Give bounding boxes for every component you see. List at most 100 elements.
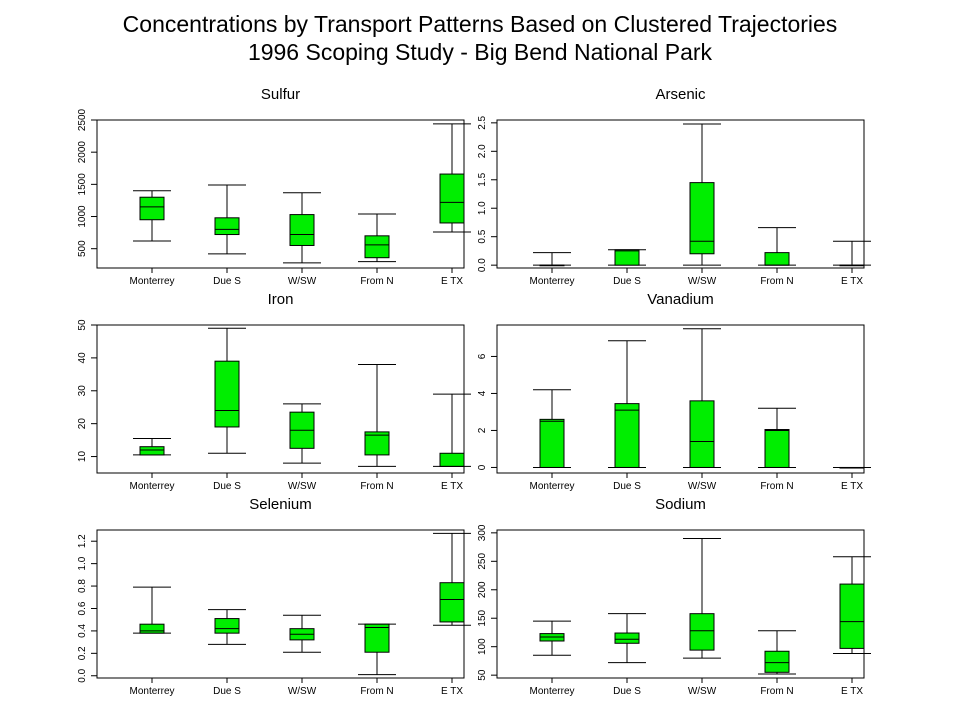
y-tick-label: 50 <box>77 319 88 331</box>
panel-title-arsenic: Arsenic <box>655 86 706 103</box>
y-tick-label: 4 <box>477 390 488 396</box>
x-tick-label: From N <box>760 481 793 492</box>
box-iqr <box>764 429 790 468</box>
y-tick-label: 40 <box>77 352 88 364</box>
y-tick-label: 30 <box>77 385 88 397</box>
box-iqr <box>689 613 715 651</box>
x-tick-label: Monterrey <box>129 686 174 697</box>
x-tick-label: W/SW <box>688 481 717 492</box>
x-tick-label: From N <box>760 276 793 287</box>
panel-iron: Iron 10 20 30 40 50 Monterrey Due S W/SW From N E … <box>77 291 471 492</box>
panel-vanadium: Vanadium 0 2 4 6 Monterrey Due S W/SW From N E TX <box>477 291 871 492</box>
box-iqr <box>214 217 240 236</box>
y-tick-label: 2500 <box>77 108 88 131</box>
plot-frame <box>96 324 465 474</box>
box-sulfur-3 <box>358 213 396 263</box>
box-arsenic-1 <box>608 249 646 266</box>
box-selenium-1 <box>208 609 246 645</box>
y-tick-label: 100 <box>477 638 488 655</box>
box-vanadium-3 <box>758 407 796 468</box>
y-tick-label: 6 <box>477 353 488 359</box>
x-tick-label: E TX <box>841 481 863 492</box>
x-tick-label: Monterrey <box>529 481 574 492</box>
y-tick-label: 50 <box>477 669 488 681</box>
box-iqr <box>439 582 465 623</box>
box-iqr <box>539 418 565 468</box>
panel-title-iron: Iron <box>268 291 294 308</box>
box-vanadium-4 <box>833 466 871 469</box>
x-tick-label: W/SW <box>288 686 317 697</box>
x-tick-label: W/SW <box>688 686 717 697</box>
y-tick-label: 1.2 <box>77 534 88 548</box>
box-sodium-2 <box>683 538 721 659</box>
y-tick-label: 0.5 <box>477 229 488 243</box>
y-tick-label: 1000 <box>77 205 88 228</box>
y-tick-label: 2.0 <box>477 144 488 158</box>
plot-frame <box>496 324 865 474</box>
box-sodium-1 <box>608 613 646 664</box>
box-iqr <box>689 400 715 468</box>
y-tick-label: 500 <box>77 240 88 257</box>
box-selenium-2 <box>283 614 321 653</box>
x-tick-label: Monterrey <box>129 276 174 287</box>
panel-title-selenium: Selenium <box>249 496 312 513</box>
x-tick-label: From N <box>360 276 393 287</box>
box-iqr <box>139 446 165 456</box>
y-tick-label: 200 <box>477 581 488 598</box>
panel-title-sodium: Sodium <box>655 496 706 513</box>
panel-sodium: Sodium 50 100 150 200 250 300 Monterrey Due S W/S… <box>477 496 871 697</box>
box-iqr <box>139 196 165 221</box>
box-sulfur-4 <box>433 123 471 233</box>
box-iron-3 <box>358 363 396 467</box>
y-tick-label: 0.6 <box>77 601 88 615</box>
box-selenium-3 <box>358 623 396 676</box>
box-iqr <box>614 403 640 468</box>
x-tick-label: E TX <box>841 686 863 697</box>
box-iqr <box>214 618 240 634</box>
box-vanadium-2 <box>683 328 721 468</box>
y-tick-label: 0.8 <box>77 579 88 593</box>
y-tick-label: 0 <box>477 464 488 470</box>
box-sulfur-2 <box>283 192 321 264</box>
y-tick-label: 2.5 <box>477 115 488 129</box>
box-iron-2 <box>283 403 321 464</box>
x-tick-label: Due S <box>213 686 241 697</box>
x-tick-label: Monterrey <box>129 481 174 492</box>
box-arsenic-2 <box>683 123 721 266</box>
x-tick-label: Due S <box>213 276 241 287</box>
y-tick-label: 0.2 <box>77 646 88 660</box>
x-tick-label: E TX <box>841 276 863 287</box>
box-iqr <box>439 173 465 224</box>
box-arsenic-3 <box>758 227 796 266</box>
x-tick-label: W/SW <box>688 276 717 287</box>
box-iqr <box>689 182 715 255</box>
x-tick-label: Due S <box>613 686 641 697</box>
box-iqr <box>839 583 865 649</box>
box-iron-0 <box>133 437 171 456</box>
box-iqr <box>364 235 390 259</box>
box-iqr <box>439 452 465 467</box>
plot-frame <box>496 119 865 269</box>
x-tick-label: From N <box>360 686 393 697</box>
y-tick-label: 2000 <box>77 141 88 164</box>
figure-title-line-1: Concentrations by Transport Patterns Bas… <box>122 11 838 37</box>
box-sulfur-0 <box>133 190 171 242</box>
box-iqr <box>364 623 390 653</box>
x-tick-label: W/SW <box>288 481 317 492</box>
box-iqr <box>364 431 390 456</box>
panel-title-vanadium: Vanadium <box>647 291 713 308</box>
box-sodium-3 <box>758 630 796 675</box>
x-tick-label: From N <box>360 481 393 492</box>
box-iqr <box>139 623 165 634</box>
box-selenium-0 <box>133 586 171 634</box>
x-tick-label: E TX <box>441 481 463 492</box>
x-tick-label: W/SW <box>288 276 317 287</box>
x-tick-label: From N <box>760 686 793 697</box>
box-selenium-4 <box>433 532 471 626</box>
box-vanadium-0 <box>533 389 571 468</box>
figure-title-line-2: 1996 Scoping Study - Big Bend National P… <box>247 39 713 65</box>
panel-title-sulfur: Sulfur <box>261 86 300 103</box>
y-tick-label: 1.5 <box>477 172 488 186</box>
box-vanadium-1 <box>608 340 646 468</box>
box-iqr <box>764 650 790 673</box>
